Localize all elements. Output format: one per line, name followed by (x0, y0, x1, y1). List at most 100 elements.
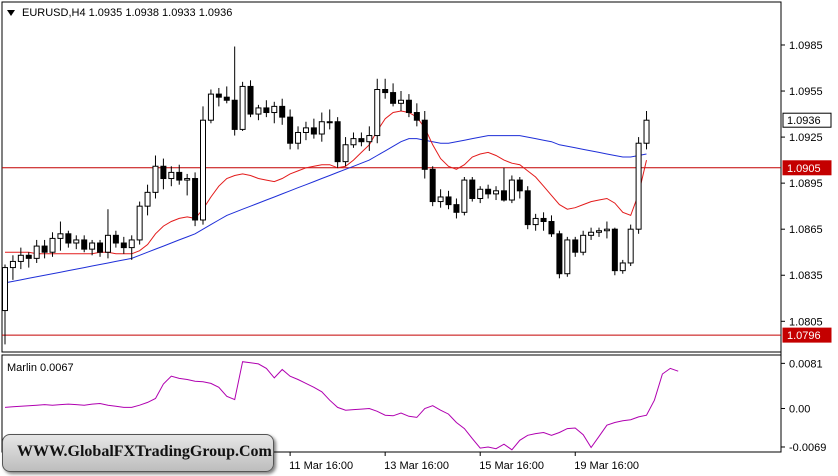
candle-body-bull (184, 178, 191, 181)
candle (596, 227, 602, 237)
candle-body-bear (453, 204, 460, 213)
candle-body-bear (421, 119, 428, 170)
marlin-layer (4, 361, 679, 451)
candle (540, 212, 547, 231)
candle-body-bear (358, 138, 365, 143)
candle (263, 100, 270, 118)
candle (611, 227, 618, 276)
candle-body-bull (588, 231, 595, 236)
candle (627, 224, 634, 267)
candle (279, 98, 286, 125)
candle (556, 230, 563, 279)
candle-body-bull (73, 239, 80, 244)
candle (643, 110, 650, 150)
time-tick-label: 15 Mar 16:00 (479, 460, 544, 472)
candle (192, 172, 199, 227)
current-price-label: 1.0936 (782, 112, 832, 128)
candle (65, 230, 72, 248)
time-axis: 11 Mar 16:00 13 Mar 16:00 15 Mar 16:00 19 M… (289, 452, 639, 472)
candle (73, 235, 80, 250)
candle (49, 232, 56, 257)
candle (287, 109, 294, 150)
candle (136, 201, 143, 245)
candle-body-bear (413, 112, 420, 121)
dropdown-triangle-icon[interactable] (7, 10, 15, 16)
candle-body-bear (112, 234, 119, 244)
candle-body-bull (104, 234, 111, 253)
candle (437, 189, 444, 208)
candle-body-bear (176, 171, 183, 181)
candle (81, 235, 88, 253)
candle-body-bull (207, 93, 214, 121)
candle (231, 46, 238, 136)
candle (469, 177, 476, 202)
candle-body-bull (9, 260, 16, 269)
candle (500, 167, 507, 202)
candle-body-bull (239, 85, 246, 130)
candle (318, 112, 325, 142)
price-tick-label: 1.0955 (789, 86, 823, 98)
candle-body-bull (17, 254, 24, 262)
candle (548, 215, 555, 237)
candle-body-bear (548, 221, 555, 235)
candle-body-bear (469, 179, 476, 199)
candle (588, 227, 595, 240)
candle (342, 137, 349, 167)
watermark-text: WWW.GlobalFXTradingGroup.Com (17, 443, 272, 460)
candle (200, 106, 206, 225)
candle-body-bear (160, 165, 167, 180)
candle-body-bear (310, 127, 317, 135)
candle (334, 117, 341, 168)
candle (239, 81, 246, 131)
candle-body-bull (89, 242, 96, 250)
candle (33, 239, 40, 263)
candle-body-bear (231, 99, 238, 130)
price-tick-label: 1.0985 (789, 40, 823, 52)
candle-body-bull (168, 171, 175, 180)
level-price-label: 1.0796 (782, 327, 832, 343)
candle-body-bear (405, 99, 412, 114)
candle-body-bull (532, 217, 539, 226)
candle-body-bull (136, 205, 143, 241)
candle (302, 121, 309, 141)
price-labels: 1.0936 1.0905 1.0796 (782, 112, 832, 343)
ma-fast-line (5, 110, 647, 255)
candle-body-bull (603, 228, 610, 232)
candle-body-bull (318, 121, 325, 135)
candle (572, 236, 579, 257)
candle-body-bear (41, 245, 48, 253)
candle-body-bull (493, 190, 500, 195)
candle-body-bull (57, 233, 64, 239)
price-axis: 1.0985 1.0955 1.0925 1.0895 1.0865 1.0835 1.08… (781, 40, 823, 328)
ma-slow-line (4, 135, 647, 284)
price-label-text: 1.0936 (787, 115, 821, 127)
candle (215, 87, 222, 107)
candle-body-bull (49, 237, 56, 253)
candle-body-bear (192, 178, 199, 221)
candle-body-bull (128, 239, 135, 249)
price-tick-label: 1.0895 (789, 178, 823, 190)
candle (104, 209, 111, 259)
candle (429, 166, 436, 207)
candle (128, 235, 135, 260)
candle-body-bear (97, 242, 104, 253)
candle (580, 230, 587, 256)
candle (176, 164, 183, 185)
candle (358, 132, 365, 147)
candle-body-bull (627, 228, 634, 264)
price-tick-label: 1.0925 (789, 132, 823, 144)
price-label-box (782, 160, 832, 176)
candle (97, 239, 104, 257)
candle (421, 110, 428, 179)
candle-body-bull (33, 245, 40, 259)
candle (144, 184, 151, 216)
candle-body-bull (144, 191, 151, 207)
candle-body-bear (445, 196, 452, 206)
indicator-tick-label: 0.00 (789, 404, 810, 416)
candle (326, 109, 333, 130)
candle (413, 103, 420, 127)
time-tick-label: 19 Mar 16:00 (574, 460, 639, 472)
candle (366, 126, 373, 151)
candle (485, 184, 492, 199)
